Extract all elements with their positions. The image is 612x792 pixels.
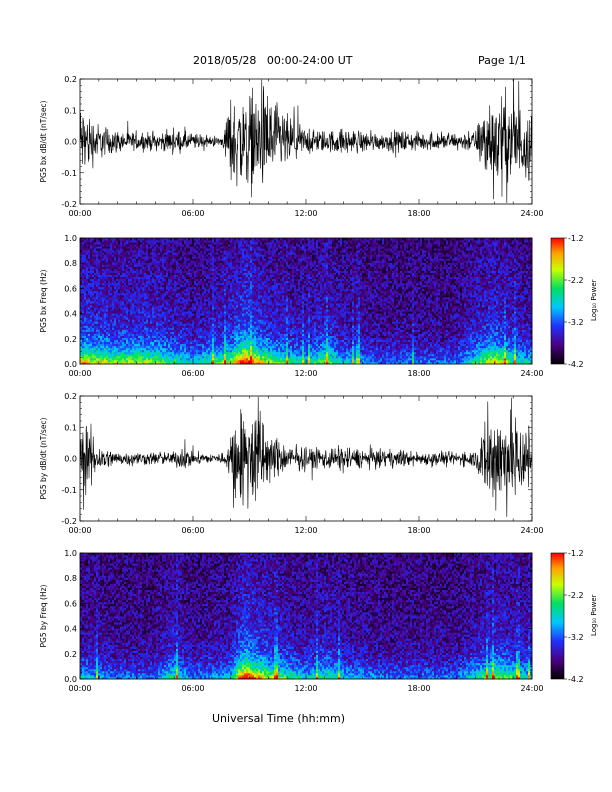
x-tick-label: 24:00: [520, 526, 543, 535]
y-tick-label: 0.1: [64, 423, 77, 432]
y-tick-label: -0.2: [61, 517, 77, 526]
y-tick-label: 0.8: [64, 259, 77, 268]
x-tick-label: 06:00: [181, 684, 204, 693]
y-tick-label: 0.2: [64, 75, 77, 84]
y-tick-label: 0.2: [64, 650, 77, 659]
colorbar-tick-label: -1.2: [568, 234, 584, 243]
x-tick-label: 12:00: [294, 684, 317, 693]
chart-panel-3: 00:00 06:00 12:00 18:00 24:00 0.2 0.1 0.0 -0.1 -0…: [39, 392, 544, 535]
colorbar-tick-label: -3.2: [568, 318, 584, 327]
spectrogram-cells: [80, 553, 532, 679]
x-tick-label: 06:00: [181, 369, 204, 378]
x-tick-label: 24:00: [520, 684, 543, 693]
y-axis-label: PG5 by Freq (Hz): [39, 584, 48, 647]
chart-panel-1: 00:00 06:00 12:00 18:00 24:00 0.2 0.1 0.0 -0.1 -0…: [39, 70, 544, 218]
y-tick-label: 0.4: [64, 310, 77, 319]
y-tick-label: 0.4: [64, 625, 77, 634]
x-tick-label: 06:00: [181, 209, 204, 218]
colorbar-tick-label: -3.2: [568, 633, 584, 642]
chart-panel-4: -1.2 -2.2 -3.2 -4.2 Log₁₀ Power 00:00 06:00 12:…: [39, 549, 598, 693]
y-tick-label: 0.6: [64, 284, 77, 293]
trace-line: [80, 397, 532, 517]
colorbar: [551, 238, 564, 364]
x-tick-label: 18:00: [407, 526, 430, 535]
y-tick-label: 1.0: [64, 234, 77, 243]
colorbar-tick-label: -4.2: [568, 675, 584, 684]
x-tick-label: 18:00: [407, 684, 430, 693]
colorbar-tick-label: -2.2: [568, 591, 584, 600]
x-tick-label: 00:00: [68, 526, 91, 535]
x-tick-label: 18:00: [407, 209, 430, 218]
y-tick-label: 0.2: [64, 335, 77, 344]
x-axis-label: Universal Time (hh:mm): [212, 712, 345, 725]
y-axis-label: PG5 bx Freq (Hz): [39, 269, 48, 332]
y-tick-label: -0.1: [61, 169, 77, 178]
y-tick-label: 0.8: [64, 574, 77, 583]
y-tick-label: 0.1: [64, 106, 77, 115]
chart-panel-2: -1.2 -2.2 -3.2 -4.2 Log₁₀ Power 00:00 06:00 12:…: [39, 234, 598, 378]
colorbar: [551, 553, 564, 679]
x-tick-label: 24:00: [520, 209, 543, 218]
y-axis-label: PG5 by dB/dt (nT/sec): [39, 417, 48, 499]
y-tick-label: -0.2: [61, 200, 77, 209]
x-tick-label: 18:00: [407, 369, 430, 378]
spectrogram-cells: [80, 238, 532, 364]
colorbar-tick-label: -2.2: [568, 276, 584, 285]
y-tick-label: 0.0: [64, 675, 77, 684]
y-tick-label: 0.0: [64, 360, 77, 369]
x-tick-label: 06:00: [181, 526, 204, 535]
x-tick-label: 00:00: [68, 209, 91, 218]
x-tick-label: 00:00: [68, 369, 91, 378]
x-tick-label: 12:00: [294, 526, 317, 535]
colorbar-label: Log₁₀ Power: [590, 279, 598, 321]
colorbar-label: Log₁₀ Power: [590, 594, 598, 636]
y-tick-label: 0.0: [64, 455, 77, 464]
y-tick-label: 1.0: [64, 549, 77, 558]
x-tick-label: 12:00: [294, 209, 317, 218]
y-tick-label: 0.2: [64, 392, 77, 401]
y-tick-label: 0.6: [64, 599, 77, 608]
x-tick-label: 24:00: [520, 369, 543, 378]
x-tick-label: 00:00: [68, 684, 91, 693]
colorbar-tick-label: -1.2: [568, 549, 584, 558]
x-tick-label: 12:00: [294, 369, 317, 378]
colorbar-tick-label: -4.2: [568, 360, 584, 369]
trace-line: [80, 70, 532, 203]
y-axis-label: PG5 bx dB/dt (nT/sec): [39, 100, 48, 182]
y-tick-label: 0.0: [64, 138, 77, 147]
y-tick-label: -0.1: [61, 486, 77, 495]
